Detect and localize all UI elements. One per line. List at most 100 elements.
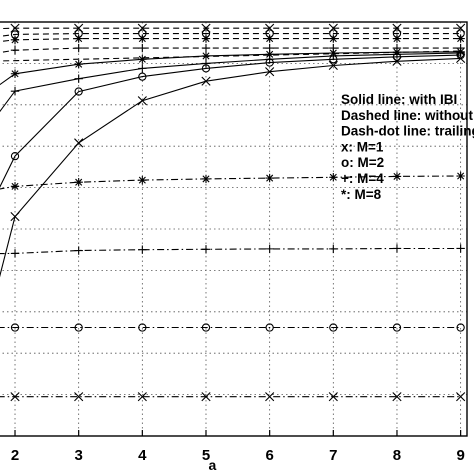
data-point-6-3 (138, 55, 147, 64)
data-point-11-7 (392, 323, 402, 332)
data-point-2-5 (265, 34, 274, 43)
data-point-9-8 (456, 171, 465, 181)
data-point-10-1 (10, 249, 20, 258)
series-8 (0, 53, 466, 278)
data-point-6-5 (265, 50, 274, 59)
data-point-7-7 (392, 52, 402, 61)
data-point-9-2 (74, 178, 83, 187)
data-point-11-3 (138, 323, 147, 332)
data-point-5-1 (10, 86, 20, 96)
data-point-7-5 (265, 58, 274, 67)
series-12 (0, 392, 466, 402)
annotation-line-0: Solid line: with IBI (341, 92, 457, 107)
data-point-11-4 (201, 323, 211, 332)
data-point-11-6 (329, 323, 338, 332)
data-point-11-2 (74, 323, 83, 332)
series-9 (0, 171, 465, 191)
data-point-8-7 (392, 56, 402, 66)
data-point-0-1 (10, 23, 20, 33)
data-point-7-6 (329, 55, 338, 64)
series-line-2 (0, 38, 461, 43)
series-10 (0, 244, 465, 258)
series-line-1 (0, 33, 461, 37)
x-axis-label: a (208, 457, 216, 473)
data-point-2-4 (201, 34, 211, 43)
x-tick-label-0: 2 (11, 447, 19, 464)
x-tick-label-5: 7 (329, 447, 337, 464)
x-tick-label-7: 9 (456, 447, 464, 464)
x-tick-labels: 2 3 4 5 6 7 8 9 (11, 430, 465, 464)
series-11 (0, 323, 465, 332)
x-tick-label-3: 5 (202, 447, 210, 464)
x-tick-label-6: 8 (393, 447, 401, 464)
series-layer (0, 23, 466, 402)
data-point-8-3 (137, 96, 147, 106)
data-point-10-5 (265, 244, 274, 254)
data-point-2-3 (138, 34, 147, 43)
data-point-8-5 (265, 67, 275, 77)
data-point-12-1 (10, 392, 20, 402)
annotation-line-3: x: M=1 (341, 139, 384, 154)
data-point-6-6 (329, 48, 338, 58)
data-point-8-2 (74, 138, 84, 148)
data-point-3-4 (201, 43, 211, 53)
data-point-11-1 (10, 323, 20, 332)
data-point-10-3 (138, 245, 147, 254)
annotation-line-4: o: M=2 (341, 155, 384, 170)
data-point-9-5 (265, 173, 274, 183)
data-point-12-8 (456, 392, 466, 402)
data-point-7-3 (138, 72, 147, 81)
data-point-10-6 (329, 244, 338, 254)
data-point-9-6 (329, 173, 338, 182)
series-3 (0, 43, 465, 55)
data-point-12-6 (328, 392, 338, 402)
data-point-2-2 (74, 34, 83, 43)
data-point-5-2 (74, 74, 83, 83)
data-point-10-4 (201, 245, 211, 254)
data-point-8-4 (201, 76, 211, 86)
data-point-9-3 (138, 175, 147, 185)
data-point-10-7 (392, 244, 402, 253)
data-point-6-7 (392, 48, 402, 57)
data-point-7-1 (10, 151, 20, 161)
data-point-2-6 (329, 34, 338, 43)
annotation-line-6: *: M=8 (341, 187, 382, 202)
data-point-12-2 (74, 392, 84, 402)
data-point-10-8 (456, 244, 465, 253)
data-point-5-4 (201, 59, 211, 68)
data-point-9-4 (201, 174, 211, 184)
data-point-6-4 (201, 51, 211, 61)
data-point-6-1 (10, 69, 20, 78)
data-point-12-4 (201, 392, 211, 402)
series-1 (0, 29, 465, 39)
data-point-9-7 (392, 172, 402, 181)
data-point-7-4 (201, 64, 211, 73)
series-line-0 (0, 27, 461, 30)
series-line-10 (0, 247, 461, 255)
data-point-5-3 (138, 64, 147, 73)
plot-frame (0, 21, 468, 437)
series-6 (0, 47, 465, 86)
series-2 (0, 34, 465, 45)
data-point-11-8 (456, 323, 465, 332)
data-point-12-7 (392, 392, 402, 402)
annotation-line-2: Dash-dot line: trailing (341, 124, 474, 139)
annotation-line-1: Dashed line: without (341, 108, 474, 123)
data-point-7-2 (74, 87, 83, 96)
data-point-12-5 (265, 392, 275, 402)
grid-lines (0, 22, 467, 436)
data-point-11-5 (265, 323, 274, 332)
data-point-8-8 (456, 53, 466, 64)
data-point-3-1 (10, 45, 20, 55)
annotation-line-5: +: M=4 (341, 171, 384, 186)
data-point-12-3 (137, 392, 147, 402)
data-point-8-6 (328, 60, 338, 71)
data-point-2-1 (10, 35, 20, 45)
x-tick-label-1: 3 (75, 447, 83, 464)
data-point-6-2 (74, 60, 83, 69)
data-point-3-2 (74, 43, 83, 53)
data-point-3-3 (138, 43, 147, 53)
series-line-6 (0, 51, 461, 86)
